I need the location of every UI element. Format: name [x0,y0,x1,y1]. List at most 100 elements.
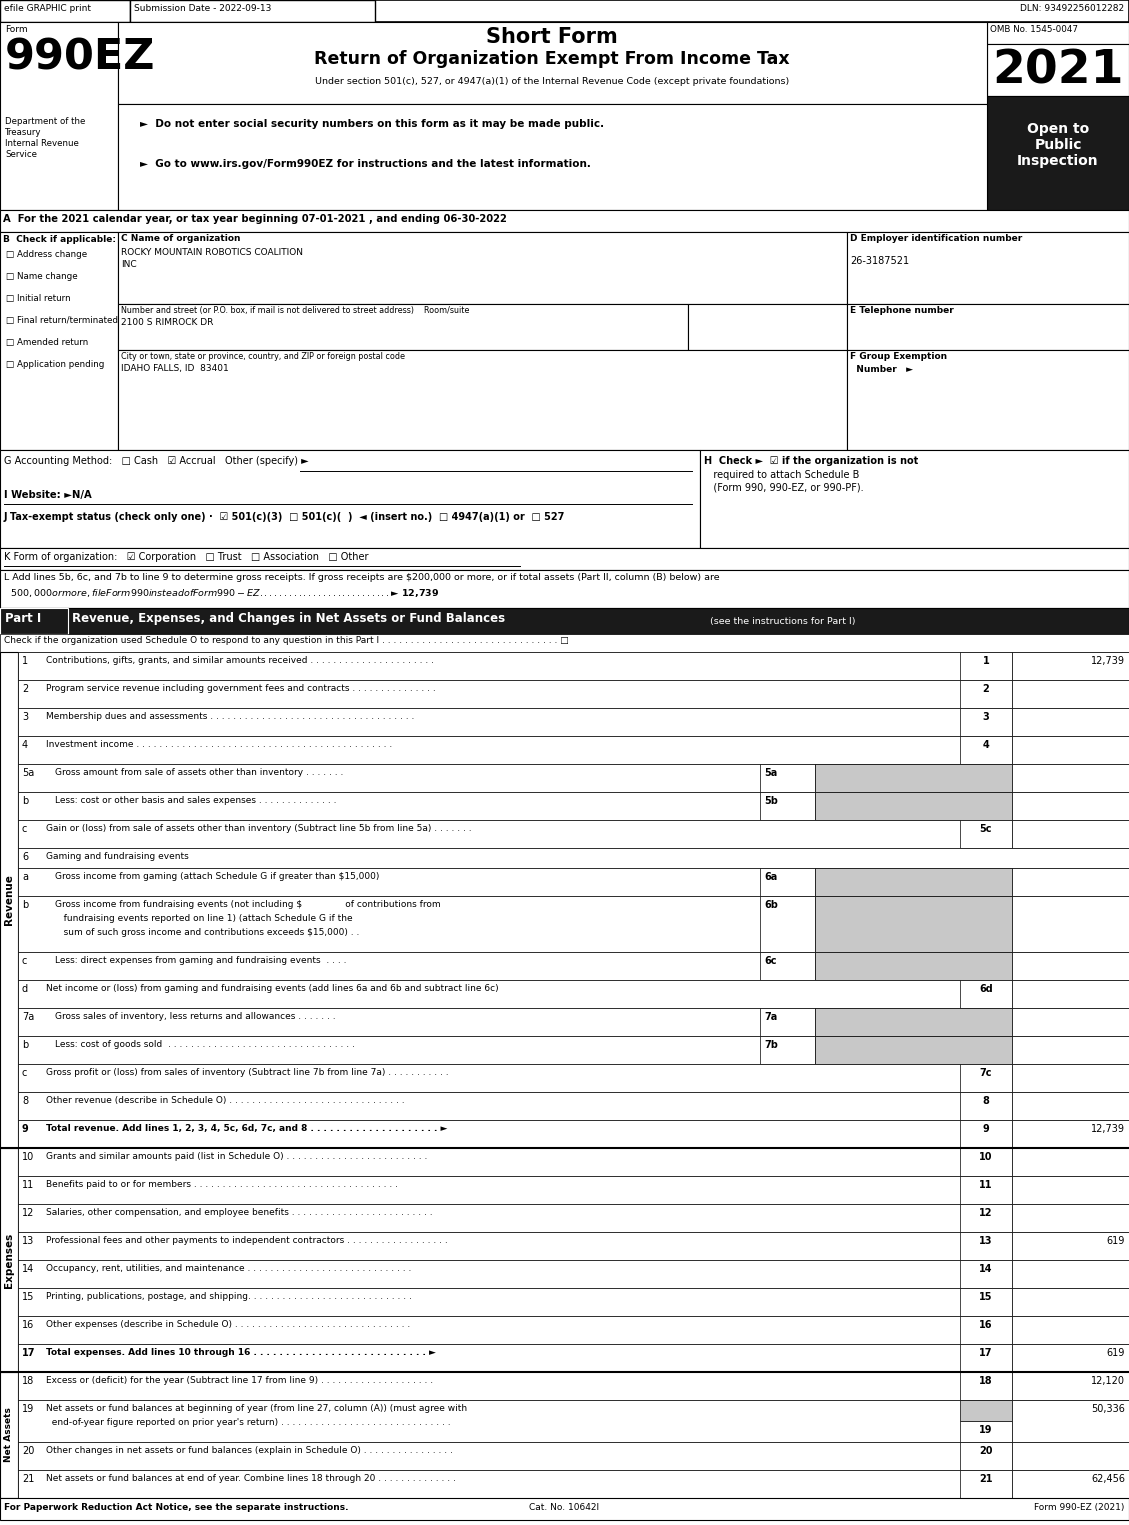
Text: Under section 501(c), 527, or 4947(a)(1) of the Internal Revenue Code (except pr: Under section 501(c), 527, or 4947(a)(1)… [315,76,789,85]
Bar [18,1260,1129,1289]
Text: 2: 2 [21,685,28,694]
Text: □ Amended return: □ Amended return [6,339,88,348]
Text: 8: 8 [982,1096,989,1106]
Bar [18,1400,1129,1443]
Bar [0,0,1129,21]
Bar [1012,981,1129,1008]
Text: K Form of organization:   ☑ Corporation   □ Trust   □ Association   □ Other: K Form of organization: ☑ Corporation □ … [5,552,368,563]
Text: Open to
Public
Inspection: Open to Public Inspection [1017,122,1099,168]
Bar [760,1008,815,1035]
Text: Gross profit or (loss) from sales of inventory (Subtract line 7b from line 7a) .: Gross profit or (loss) from sales of inv… [46,1068,448,1077]
Bar [1012,1119,1129,1148]
Text: 6c: 6c [764,956,777,965]
Text: 7a: 7a [764,1013,777,1022]
Bar [119,232,847,303]
Text: 13: 13 [21,1235,34,1246]
Bar [987,44,1129,96]
Bar [960,737,1012,764]
Text: Form: Form [5,24,27,34]
Text: 18: 18 [979,1376,992,1386]
Bar [960,680,1012,708]
Bar [0,0,130,21]
Bar [760,897,815,952]
Text: E Telephone number: E Telephone number [850,307,954,316]
Text: Number and street (or P.O. box, if mail is not delivered to street address)    R: Number and street (or P.O. box, if mail … [121,307,470,316]
Text: IDAHO FALLS, ID  83401: IDAHO FALLS, ID 83401 [121,364,229,374]
Bar [18,1148,1129,1176]
Text: 3: 3 [21,712,28,721]
Bar [1012,1092,1129,1119]
Text: 9: 9 [21,1124,28,1135]
Bar [700,450,1129,547]
Text: 19: 19 [979,1424,992,1435]
Bar [1012,868,1129,897]
Text: Occupancy, rent, utilities, and maintenance . . . . . . . . . . . . . . . . . . : Occupancy, rent, utilities, and maintena… [46,1264,411,1273]
Text: Form 990-EZ (2021): Form 990-EZ (2021) [1034,1504,1124,1511]
Bar [1012,952,1129,981]
Text: B  Check if applicable:: B Check if applicable: [3,235,116,244]
Text: Revenue: Revenue [5,874,14,926]
Text: Return of Organization Exempt From Income Tax: Return of Organization Exempt From Incom… [314,50,790,69]
Bar [987,96,1129,232]
Text: Excess or (deficit) for the year (Subtract line 17 from line 9) . . . . . . . . : Excess or (deficit) for the year (Subtra… [46,1376,434,1385]
Bar [119,21,987,104]
Text: sum of such gross income and contributions exceeds $15,000) . .: sum of such gross income and contributio… [55,929,359,936]
Bar [960,653,1012,680]
Bar [18,952,1129,981]
Text: G Accounting Method:   □ Cash   ☑ Accrual   Other (specify) ►: G Accounting Method: □ Cash ☑ Accrual Ot… [5,456,308,467]
Bar [960,1421,1012,1443]
Bar [18,820,1129,848]
Text: 20: 20 [979,1446,992,1456]
Bar [18,981,1129,1008]
Text: 6: 6 [21,852,28,862]
Text: J Tax-exempt status (check only one) ·  ☑ 501(c)(3)  □ 501(c)(  )  ◄ (insert no.: J Tax-exempt status (check only one) · ☑… [5,512,566,522]
Bar [1012,653,1129,680]
Bar [18,868,1129,897]
Bar [18,1064,1129,1092]
Text: City or town, state or province, country, and ZIP or foreign postal code: City or town, state or province, country… [121,352,405,361]
Bar [1012,1260,1129,1289]
Bar [847,303,1129,351]
Text: 6b: 6b [764,900,778,910]
Text: 9: 9 [982,1124,989,1135]
Bar [0,608,68,634]
Text: ►  Go to www.irs.gov/Form990EZ for instructions and the latest information.: ► Go to www.irs.gov/Form990EZ for instru… [140,159,590,169]
Text: Gross income from fundraising events (not including $               of contribut: Gross income from fundraising events (no… [55,900,440,909]
Bar [130,0,375,21]
Bar [18,1289,1129,1316]
Bar [960,1443,1012,1470]
Text: 12,739: 12,739 [1091,656,1124,666]
Text: Net assets or fund balances at end of year. Combine lines 18 through 20 . . . . : Net assets or fund balances at end of ye… [46,1475,456,1482]
Bar [960,820,1012,848]
Text: OMB No. 1545-0047: OMB No. 1545-0047 [990,24,1078,34]
Bar [0,210,1129,232]
Text: 18: 18 [21,1376,34,1386]
Text: 3: 3 [982,712,989,721]
Bar [960,1232,1012,1260]
Text: a: a [21,872,28,881]
Bar [847,351,1129,450]
Text: ►  Do not enter social security numbers on this form as it may be made public.: ► Do not enter social security numbers o… [140,119,604,130]
Bar [760,764,815,791]
Bar [18,1232,1129,1260]
Bar [960,1316,1012,1344]
Bar [18,1035,1129,1064]
Text: Investment income . . . . . . . . . . . . . . . . . . . . . . . . . . . . . . . : Investment income . . . . . . . . . . . … [46,740,392,749]
Bar [18,1205,1129,1232]
Bar [1012,1316,1129,1344]
Text: 20: 20 [21,1446,34,1456]
Text: Gross income from gaming (attach Schedule G if greater than $15,000): Gross income from gaming (attach Schedul… [55,872,379,881]
Bar [815,764,1012,791]
Bar [0,653,18,1148]
Bar [1012,737,1129,764]
Bar [960,981,1012,1008]
Bar [1012,820,1129,848]
Bar [1012,680,1129,708]
Bar [18,653,1129,680]
Text: Cat. No. 10642I: Cat. No. 10642I [530,1504,599,1511]
Text: D Employer identification number: D Employer identification number [850,233,1022,242]
Bar [960,1064,1012,1092]
Text: 5b: 5b [764,796,778,807]
Text: Revenue, Expenses, and Changes in Net Assets or Fund Balances: Revenue, Expenses, and Changes in Net As… [72,612,505,625]
Text: 17: 17 [979,1348,992,1357]
